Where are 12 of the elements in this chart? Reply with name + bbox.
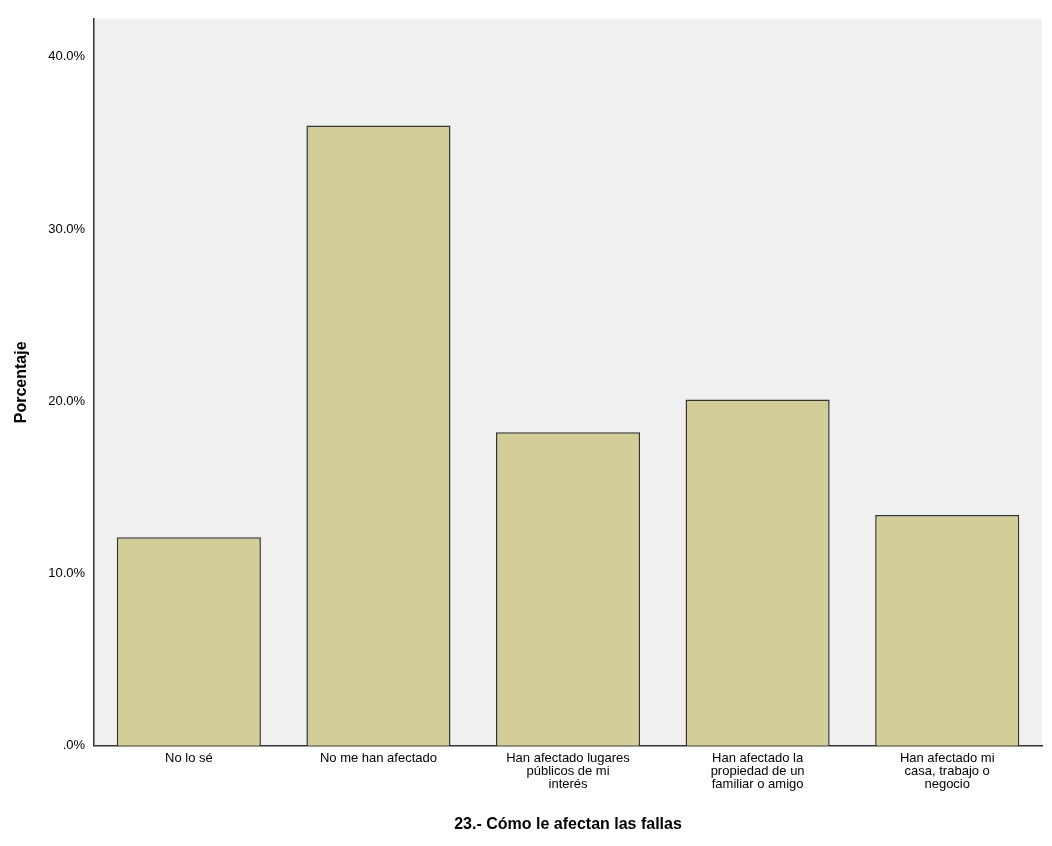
x-tick-label: Han afectado lugares públicos de mi interés [506,749,631,791]
x-axis-title: 23.- Cómo le afectan las fallas [454,814,682,832]
x-tick-label: No me han afectado [319,749,437,765]
x-tick-label: Han afectado mi casa, trabajo o negocio [899,749,995,791]
y-tick-label: 40.0% [48,48,86,64]
y-tick-label: 10.0% [48,565,86,581]
y-tick-label: 30.0% [48,220,86,236]
x-tick-label: No lo sé [165,749,213,765]
y-tick-label: 20.0% [48,392,86,408]
x-tick-label: Han afectado la propiedad de un familiar o amigo [710,749,805,791]
y-tick-label: .0% [62,737,86,753]
y-axis-title: Porcentaje [12,341,30,424]
